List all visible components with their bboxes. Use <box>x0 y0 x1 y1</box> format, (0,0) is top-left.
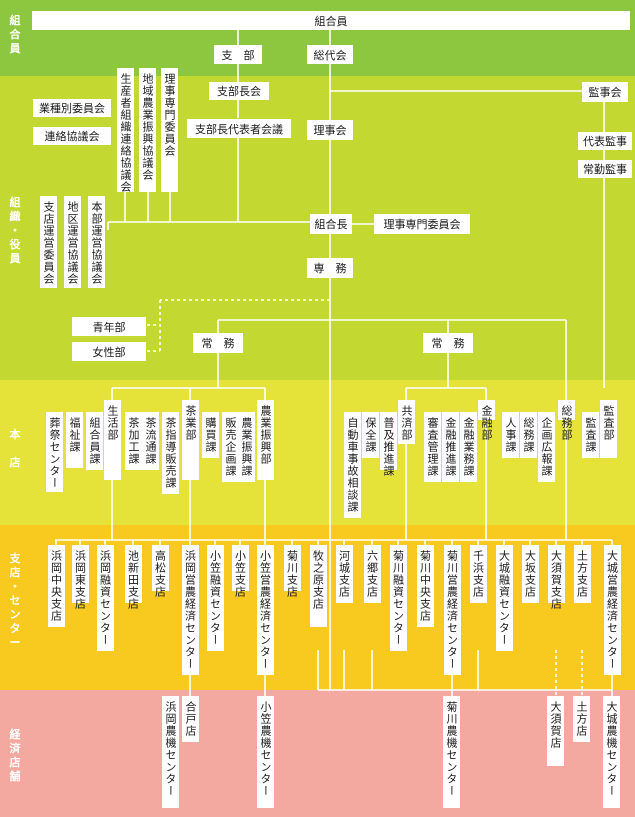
dept-general-affairs: 総務課 <box>520 412 537 458</box>
branch-kikugawa-central: 菊川中央支店 <box>416 545 434 627</box>
branch-kikugawa-agri-center: 菊川営農経済センター <box>443 545 461 675</box>
dept-finance-promotion: 金融推進課 <box>442 412 459 482</box>
branch-ogasa-loan: 小笠融資センター <box>206 545 224 651</box>
dept-purchasing: 購買課 <box>202 412 219 458</box>
store-oshiro-machinery: 大城農機センター <box>603 696 620 808</box>
dept-preservation: 保全課 <box>362 412 379 458</box>
president-box: 組合長 <box>310 214 352 234</box>
branch-oshiro-loan: 大城融資センター <box>495 545 513 651</box>
board-special-committee-box: 理事専門委員会 <box>374 214 470 234</box>
fulltime-auditor-box: 常勤監事 <box>578 160 632 178</box>
band-label-stores: 経 済 店 舗 <box>9 728 21 783</box>
producer-org-council-box: 生産者組織連絡協議会 <box>117 68 134 193</box>
branch-chihama: 千浜支店 <box>469 545 487 603</box>
branch-hamaoka-agri-center: 浜岡営農経済センター <box>181 545 199 675</box>
dept-audit: 監査課 <box>582 412 599 458</box>
dept-planning-pr: 企画広報課 <box>538 412 555 482</box>
dept-tea-processing: 茶加工課 <box>125 412 142 470</box>
branch-ogasa: 小笠支店 <box>231 545 249 598</box>
branch-takamatsu: 高松支店 <box>151 545 169 598</box>
dept-agri-promotion: 農業振興課 <box>238 412 255 482</box>
branch-kikugawa: 菊川支店 <box>283 545 301 598</box>
dept-welfare: 福祉課 <box>66 412 83 468</box>
branch-box: 支 部 <box>214 45 262 64</box>
dept-tea-sales-guidance: 茶指導販売課 <box>162 412 179 494</box>
dept-promotion: 普及推進課 <box>380 412 397 477</box>
dept-tea-distribution: 茶流通課 <box>142 412 159 470</box>
division-agri-promotion: 農業振興部 <box>257 400 274 480</box>
dept-funeral-center: 葬祭センター <box>46 412 63 492</box>
division-finance: 金融部 <box>478 400 495 441</box>
dept-credit-review: 審査管理課 <box>424 412 441 482</box>
band-label-branches: 支 店 ・ セ ン タ ー <box>9 552 21 649</box>
dept-sales-planning: 販売企画課 <box>222 412 239 482</box>
members-box: 組合員 <box>32 11 630 30</box>
band-label-organization: 組 織 ・ 役 員 <box>9 196 21 265</box>
branch-ogasa-agri-center: 小笠営農経済センター <box>256 545 274 675</box>
division-audit: 監査部 <box>600 400 617 458</box>
dept-human-resources: 人事課 <box>502 412 519 458</box>
regional-agri-council-box: 地域農業振興協議会 <box>139 68 156 192</box>
store-ogasa-machinery: 小笠農機センター <box>257 696 274 808</box>
band-label-head-office: 本 店 <box>9 428 21 469</box>
delegates-box: 総代会 <box>307 45 353 64</box>
division-mutual-aid: 共済部 <box>398 400 415 444</box>
branch-osuka: 大須賀支店 <box>547 545 565 610</box>
dept-auto-accident: 自動車事故相談課 <box>344 412 361 518</box>
branch-kikugawa-loan: 菊川融資センター <box>389 545 407 651</box>
district-steering-council-box: 地区運営協議会 <box>64 196 81 288</box>
branch-hamaoka-east: 浜岡東支店 <box>71 545 89 610</box>
executive-left-box: 常 務 <box>193 333 243 353</box>
branch-ikeshinden: 池新田支店 <box>124 545 142 610</box>
youth-division-box: 青年部 <box>72 317 146 336</box>
store-hamaoka-machinery: 浜岡農機センター <box>162 696 179 808</box>
store-kikugawa-machinery: 菊川農機センター <box>443 696 460 808</box>
auditors-box: 監事会 <box>582 82 628 102</box>
branch-hijikata: 土方支店 <box>573 545 591 603</box>
band-stores <box>0 690 635 817</box>
head-steering-council-box: 本部運営協議会 <box>88 196 105 288</box>
branch-steering-committee-box: 支店運営委員会 <box>40 196 57 288</box>
branch-rokugo: 六郷支店 <box>363 545 381 603</box>
division-tea: 茶業部 <box>182 400 199 480</box>
branch-makinohara: 牧之原支店 <box>309 545 327 627</box>
band-label-members: 組 合 員 <box>9 14 21 55</box>
executive-right-box: 常 務 <box>423 333 473 353</box>
branch-kawashiro: 河城支店 <box>335 545 353 603</box>
women-division-box: 女性部 <box>72 342 146 361</box>
representative-auditor-box: 代表監事 <box>578 132 632 150</box>
managing-director-box: 専 務 <box>307 258 353 278</box>
branch-representatives-box: 支部長代表者会議 <box>187 119 291 138</box>
branch-hamaoka-loan: 浜岡融資センター <box>96 545 114 651</box>
dept-member-relations: 組合員課 <box>86 412 103 470</box>
store-godo: 合戸店 <box>182 696 199 742</box>
division-general-affairs: 総務部 <box>558 400 575 441</box>
branch-oshiro-agri-center: 大城営農経済センター <box>603 545 621 675</box>
branch-head-meeting-box: 支部長会 <box>209 82 269 100</box>
branch-hamaoka-central: 浜岡中央支店 <box>47 545 65 627</box>
board-special-committee-vertical-box: 理事専門委員会 <box>161 68 178 192</box>
dept-finance-operations: 金融業務課 <box>460 412 477 482</box>
industry-committee-box: 業種別委員会 <box>33 99 111 117</box>
division-living: 生活部 <box>104 400 121 480</box>
store-osuka: 大須賀店 <box>547 696 564 766</box>
store-hijikata: 土方店 <box>573 696 590 742</box>
branch-osaka: 大坂支店 <box>521 545 539 603</box>
liaison-council-box: 連絡協議会 <box>33 127 111 145</box>
board-box: 理事会 <box>307 120 353 140</box>
